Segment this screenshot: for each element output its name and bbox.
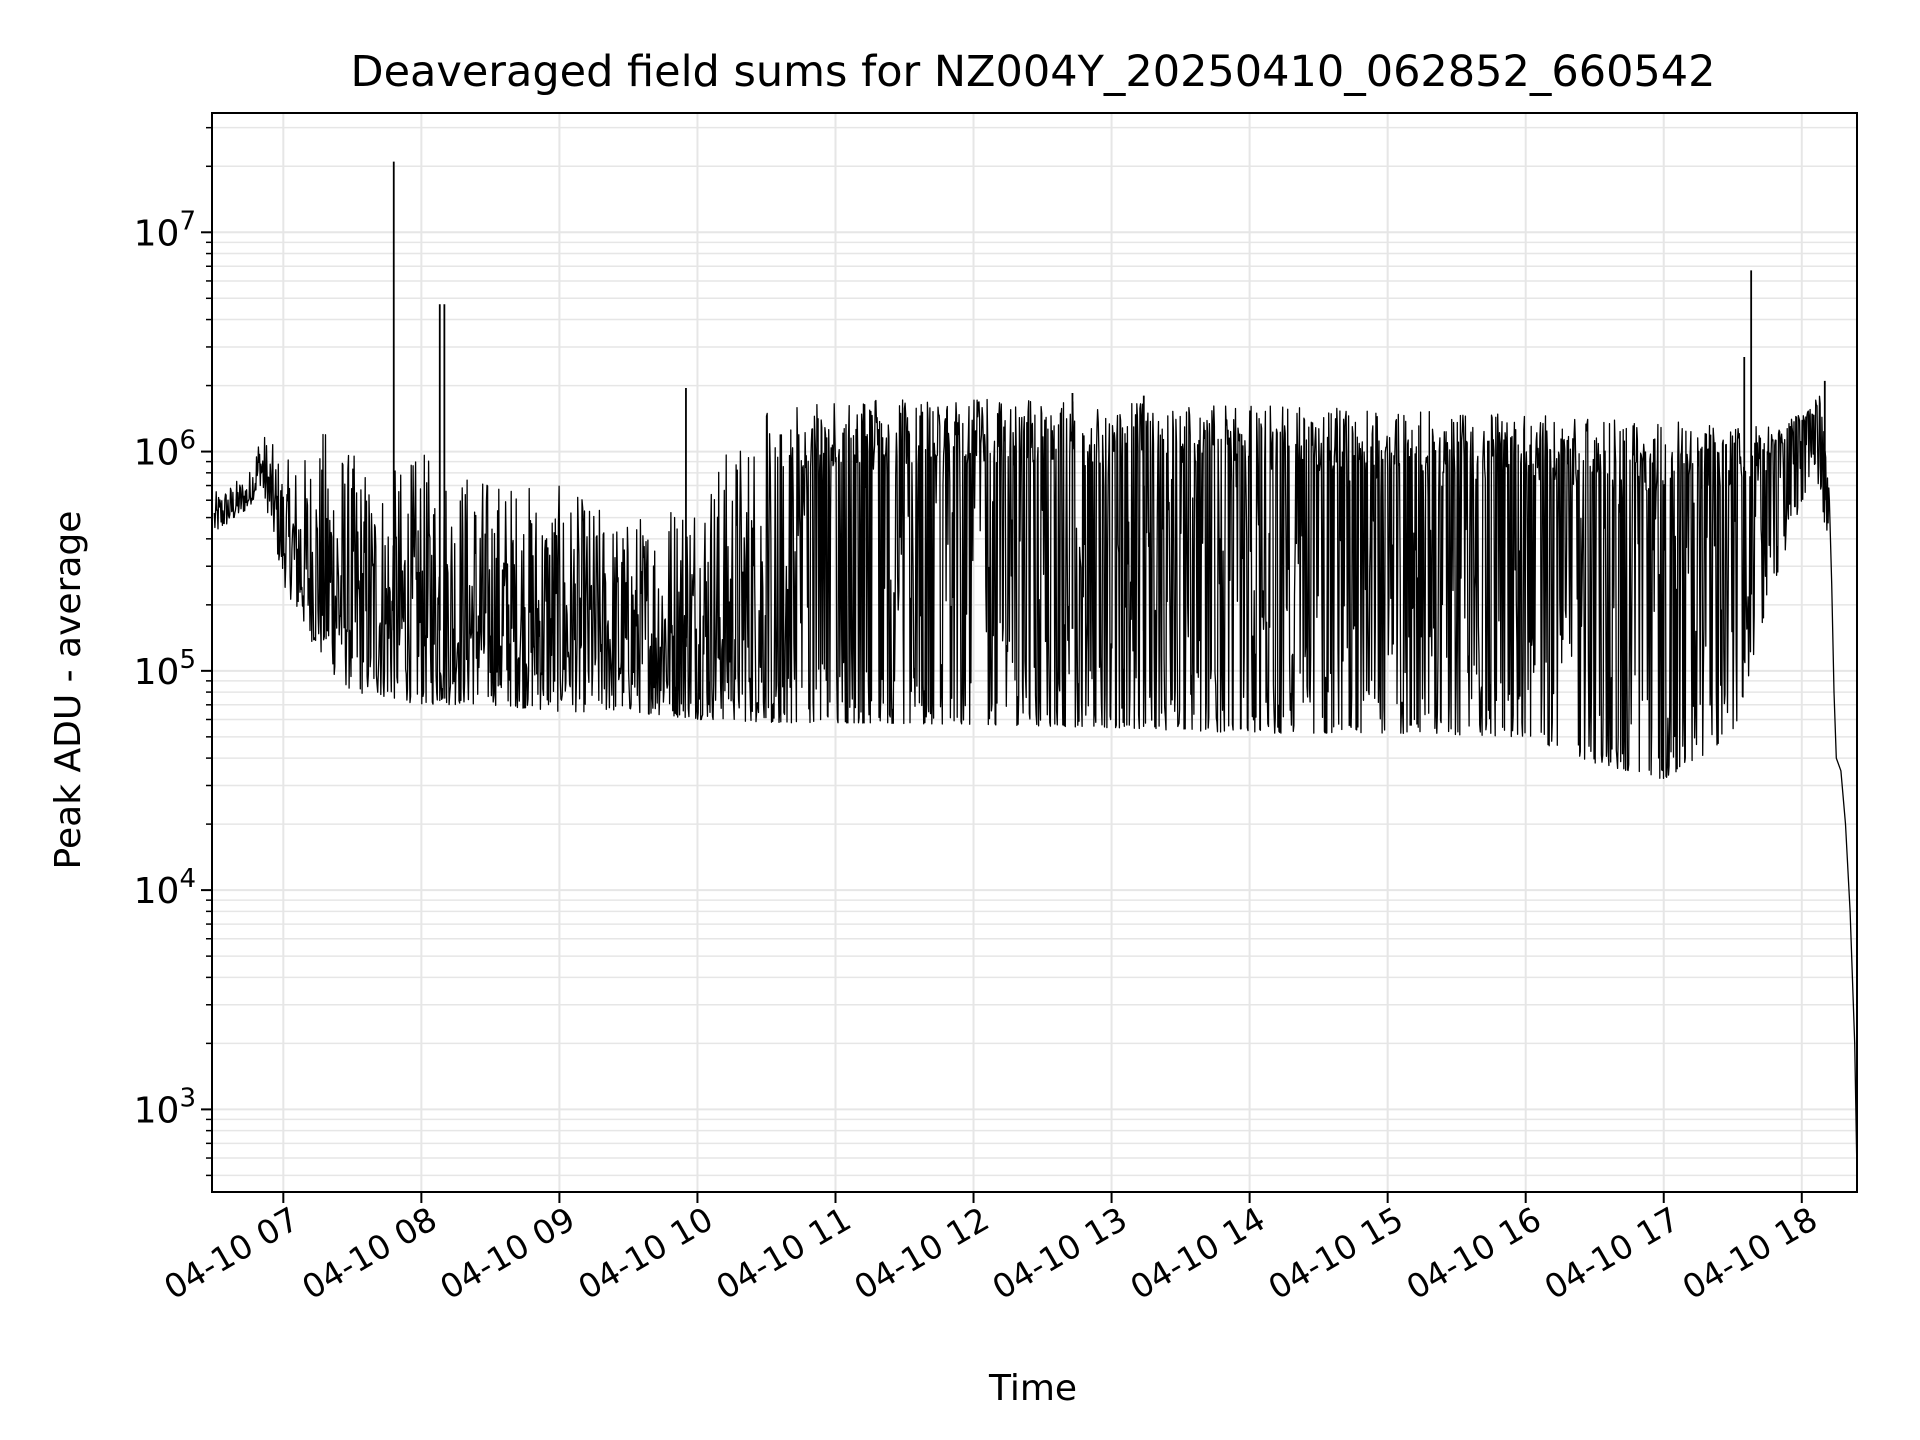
series-line-group (213, 161, 1858, 1176)
y-tick-label: 103 (134, 1083, 196, 1131)
series-line (213, 395, 1858, 1176)
x-axis-label: Time (988, 1368, 1077, 1409)
y-tick-label: 105 (134, 645, 196, 693)
chart-title: Deaveraged field sums for NZ004Y_2025041… (350, 47, 1715, 97)
y-axis-label: Peak ADU - average (48, 511, 89, 870)
y-tick-label: 107 (134, 206, 196, 254)
plot-frame (211, 112, 1858, 1193)
y-tick-label: 104 (134, 864, 196, 912)
y-tick-label: 106 (134, 426, 196, 474)
